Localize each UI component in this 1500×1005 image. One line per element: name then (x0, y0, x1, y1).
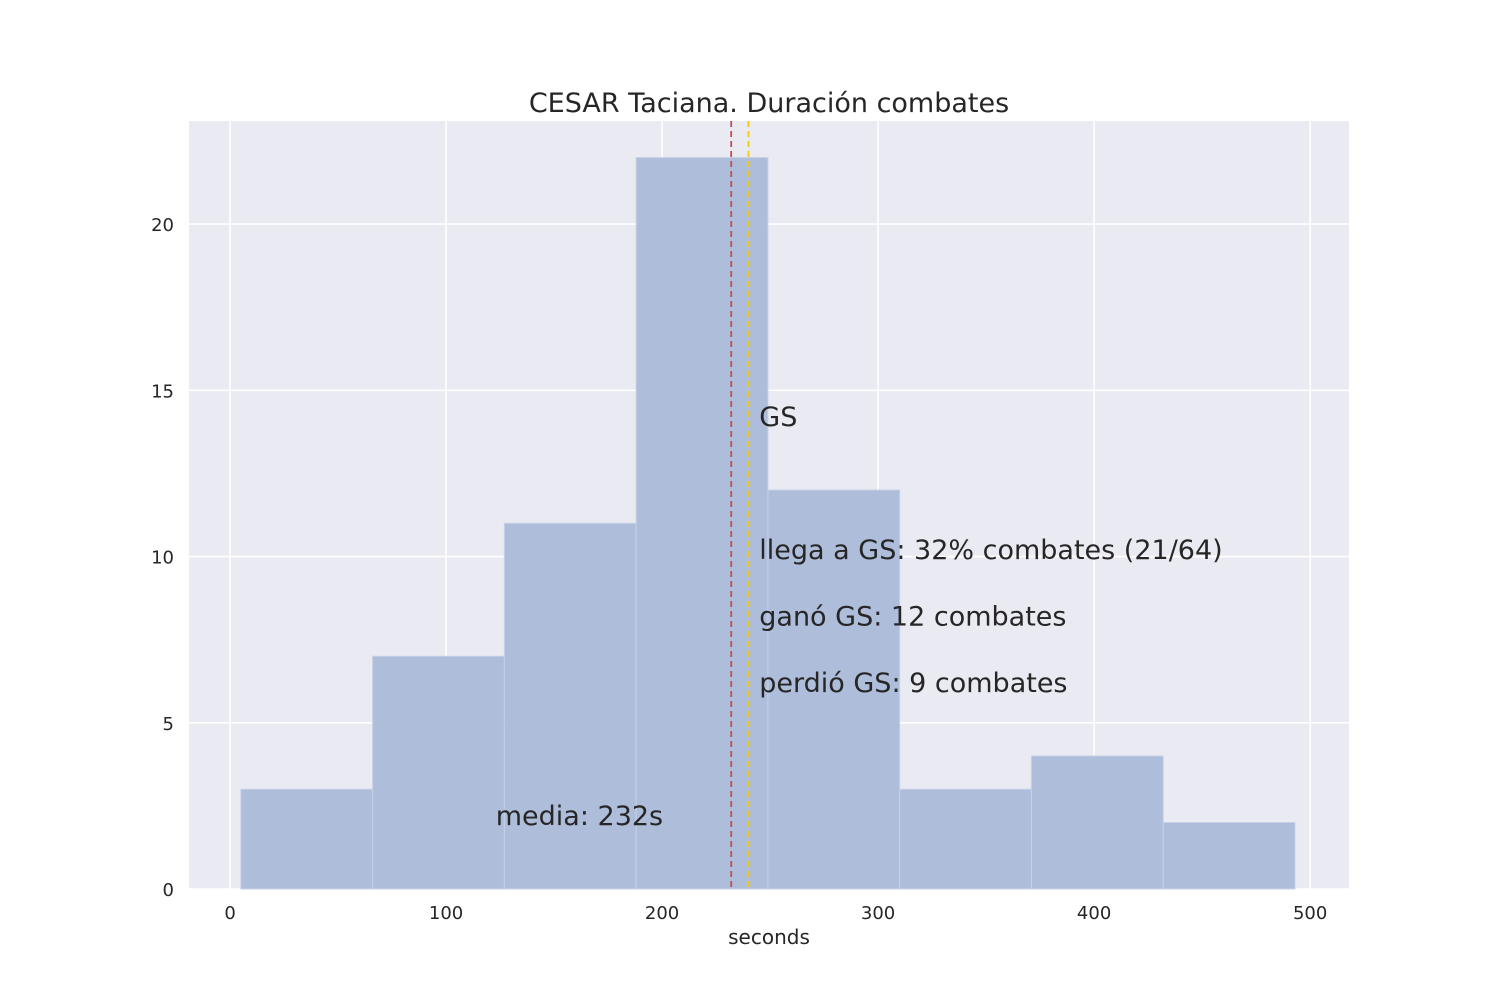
annotation-text: perdió GS: 9 combates (759, 668, 1067, 699)
x-tick-label: 0 (224, 903, 235, 924)
annotation-text: media: 232s (496, 801, 663, 832)
x-tick-label: 400 (1077, 903, 1111, 924)
histogram-bar (1162, 822, 1296, 890)
x-tick-label: 300 (861, 903, 895, 924)
histogram-bar (240, 788, 374, 890)
x-axis-ticks: 0 100 200 300 400 500 (224, 903, 1327, 924)
y-tick-label: 5 (163, 714, 174, 735)
annotation-text: llega a GS: 32% combates (21/64) (759, 535, 1222, 566)
histogram-bar (635, 157, 769, 890)
x-axis-label: seconds (728, 925, 810, 949)
histogram-bar (503, 522, 637, 890)
histogram-bar (372, 655, 505, 890)
y-tick-label: 0 (163, 880, 174, 901)
y-tick-label: 20 (151, 215, 174, 236)
y-axis-ticks: 0 5 10 15 20 (151, 215, 174, 901)
y-tick-label: 15 (151, 381, 174, 402)
histogram-bar (899, 788, 1032, 890)
histogram-bar (1030, 755, 1164, 890)
annotation-text: GS (759, 402, 797, 433)
y-tick-label: 10 (151, 548, 174, 569)
chart-title: CESAR Taciana. Duración combates (529, 88, 1009, 119)
x-tick-label: 100 (429, 903, 463, 924)
reference-lines (730, 121, 750, 889)
x-tick-label: 200 (645, 903, 679, 924)
annotations: media: 232s GS llega a GS: 32% combates (2… (496, 402, 1223, 832)
histogram-bar (767, 489, 901, 890)
annotation-text: ganó GS: 12 combates (759, 601, 1066, 632)
histogram-bars (240, 157, 1296, 890)
x-tick-label: 500 (1293, 903, 1327, 924)
